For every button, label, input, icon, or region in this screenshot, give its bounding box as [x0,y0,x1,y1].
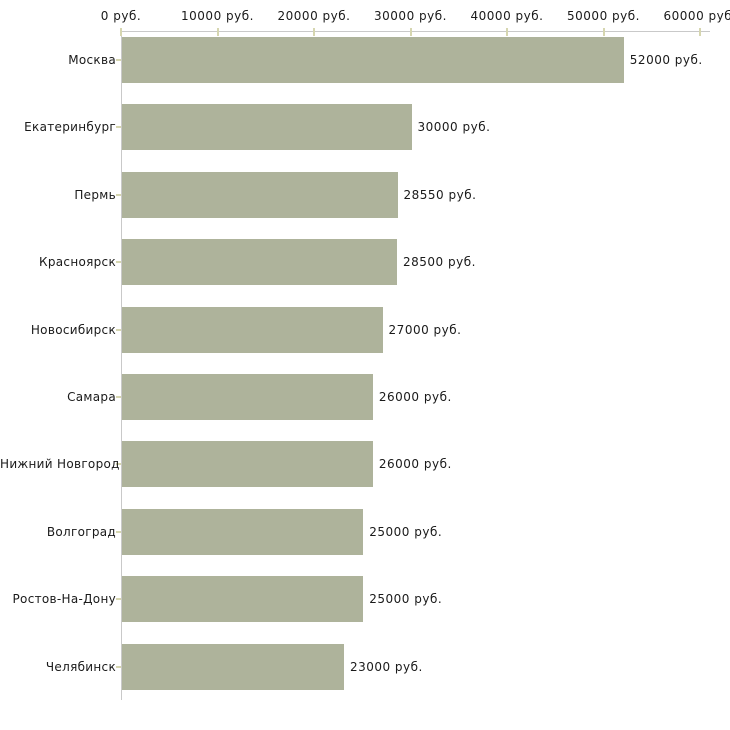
category-label: Екатеринбург [24,120,116,135]
value-label: 27000 руб. [388,322,462,337]
value-label: 25000 руб. [369,592,443,607]
y-axis-tick [116,126,121,129]
x-axis-tick [602,28,605,36]
value-label: 28500 руб. [403,255,476,270]
value-label: 28550 руб. [403,187,477,202]
bar [122,374,373,420]
x-axis-tick-label: 40000 руб. [470,9,544,23]
x-axis-tick [313,28,315,36]
value-label: 26000 руб. [378,457,452,472]
y-axis-tick [116,396,121,398]
bar [122,104,412,151]
value-label: 52000 руб. [629,53,703,67]
category-label: Пермь [74,187,116,202]
x-axis-tick-label: 30000 руб. [374,9,447,23]
x-axis-tick [506,28,508,36]
x-axis-tick-label: 10000 руб. [181,9,254,23]
y-axis-tick [116,59,121,61]
y-axis-tick [116,530,121,533]
value-label: 30000 руб. [417,120,491,135]
category-label: Москва [68,53,116,67]
category-label: Самара [67,390,116,404]
x-axis-tick [120,28,122,36]
y-axis-tick [116,328,121,331]
bar [122,306,383,353]
category-label: Красноярск [39,255,116,270]
value-label: 23000 руб. [349,659,423,674]
bar [122,37,624,83]
category-label: Новосибирск [30,322,116,337]
x-axis-tick-label: 50000 руб. [567,9,640,23]
category-label: Волгоград [46,524,116,539]
x-axis-tick-label: 20000 руб. [277,9,351,23]
bar [122,239,398,286]
x-axis-tick [409,28,412,36]
y-axis-tick [116,463,121,466]
category-label: Челябинск [45,659,116,674]
x-axis-tick [699,28,701,36]
bar [122,171,398,218]
bar [122,441,373,488]
x-axis-line [121,31,710,32]
x-axis-tick [216,28,219,36]
y-axis-tick [116,261,121,264]
bar [122,643,344,690]
category-label: Ростов-На-Дону [12,592,116,607]
category-label: Нижний Новгород [0,457,120,472]
x-axis-tick-label: 0 руб. [100,9,142,23]
y-axis-tick [116,665,121,668]
bar [122,508,364,555]
y-axis-line [121,31,122,700]
y-axis-tick [116,598,121,601]
x-axis-tick-label: 60000 руб. [663,9,730,23]
value-label: 25000 руб. [369,524,443,539]
y-axis-tick [116,193,121,196]
bar [122,576,364,623]
value-label: 26000 руб. [378,390,452,404]
